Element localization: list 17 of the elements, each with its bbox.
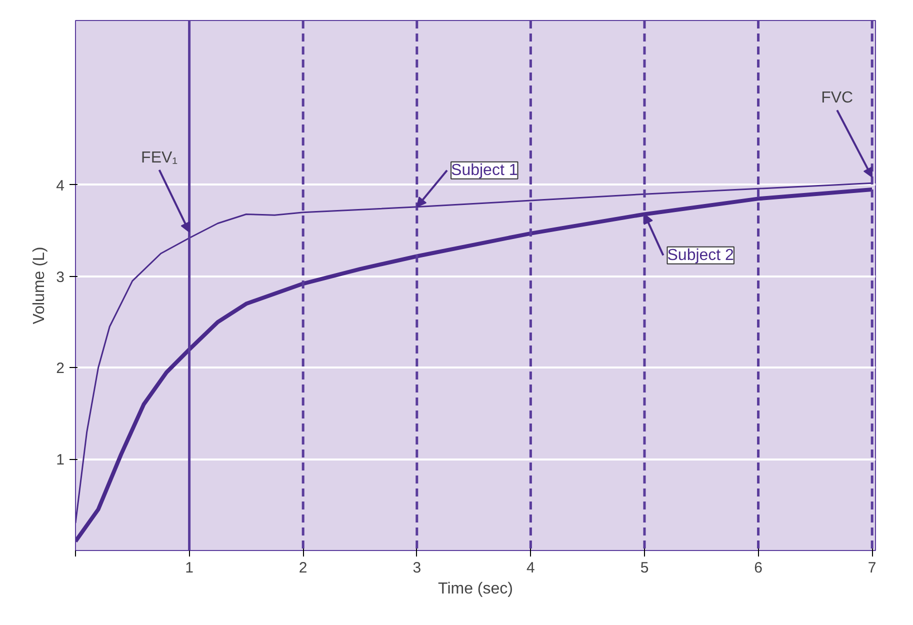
x-tick-label: 7 bbox=[868, 560, 876, 576]
x-tick-label: 6 bbox=[754, 560, 762, 576]
text: Subject 2 bbox=[667, 246, 734, 264]
x-tick-label: 2 bbox=[298, 560, 308, 576]
y-axis-title: Volume (L) bbox=[31, 246, 48, 324]
x-tick-label: 4 bbox=[526, 560, 535, 576]
x-axis-title: Time (sec) bbox=[438, 580, 513, 598]
y-tick-label: 3 bbox=[56, 268, 64, 286]
x-tick-label: 3 bbox=[412, 560, 422, 576]
annotation: FVC bbox=[821, 90, 854, 107]
x-tick-label: 1 bbox=[185, 560, 194, 576]
series-label: Subject 1 bbox=[451, 162, 518, 179]
y-tick-label: 1 bbox=[56, 452, 64, 469]
annotation: FEV₁ bbox=[141, 149, 178, 166]
y-tick-label: 2 bbox=[56, 360, 64, 378]
x-tick-label: 5 bbox=[640, 560, 649, 576]
y-tick-label: 4 bbox=[56, 177, 64, 194]
